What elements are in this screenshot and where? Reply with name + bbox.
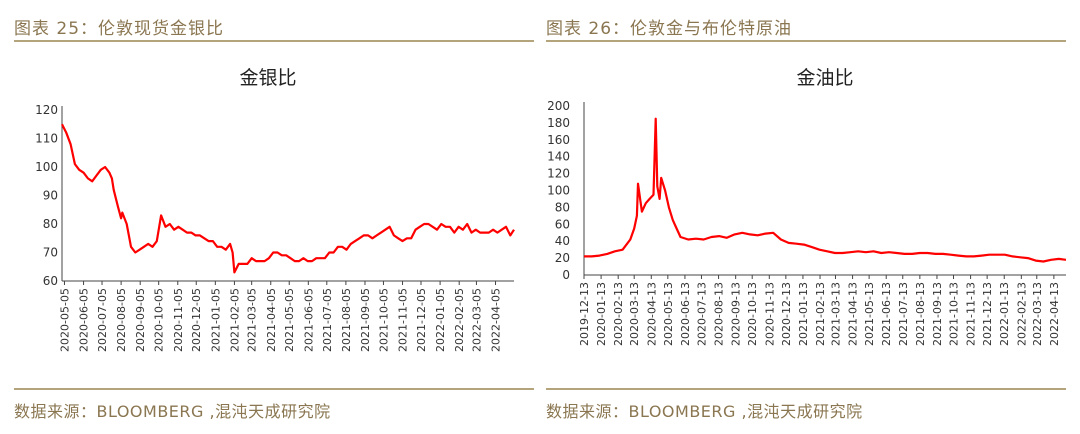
x-tick-label: 2021-09-13 — [931, 282, 944, 346]
x-tick-label: 2020-02-13 — [612, 282, 625, 346]
chart-canvas: 金油比 0 20 40 60 80 100 120 140 160 180 200 2019-12-13… — [547, 67, 1066, 346]
y-tick-label: 120 — [547, 167, 570, 181]
chart-title: 金银比 — [239, 67, 296, 89]
x-tick-label: 2020-08-05 — [115, 288, 128, 352]
figure-title: 图表 25：伦敦现货金银比 — [14, 19, 225, 39]
x-tick-label: 2022-04-13 — [1048, 282, 1061, 346]
y-tick-label: 70 — [43, 246, 58, 260]
x-tick-label: 2020-07-05 — [96, 288, 109, 352]
x-tick-label: 2021-02-13 — [814, 282, 827, 346]
source-note: 数据来源：BLOOMBERG ,混沌天成研究院 — [546, 402, 863, 421]
y-tick-label: 160 — [547, 133, 570, 147]
x-tick-label: 2021-10-13 — [947, 282, 960, 346]
x-tick-label: 2021-03-13 — [829, 282, 842, 346]
x-tick-label: 2022-04-05 — [490, 288, 503, 352]
footer-rule — [14, 388, 534, 390]
x-tick-label: 2021-04-13 — [847, 282, 860, 346]
x-tick-label: 2019-12-13 — [578, 282, 591, 346]
x-tick-label: 2021-05-05 — [283, 288, 296, 352]
chart-title: 金油比 — [796, 67, 853, 89]
x-tick-label: 2021-06-13 — [880, 282, 893, 346]
header-rule — [546, 40, 1066, 42]
y-tick-label: 100 — [35, 160, 58, 174]
x-tick-label: 2020-04-13 — [645, 282, 658, 346]
x-tick-label: 2021-11-13 — [965, 282, 978, 346]
y-tick-label: 100 — [547, 184, 570, 198]
x-tick-label: 2020-09-05 — [134, 288, 147, 352]
x-tick-label: 2021-10-05 — [377, 288, 390, 352]
x-tick-label: 2021-08-05 — [340, 288, 353, 352]
x-tick-label: 2021-09-05 — [359, 288, 372, 352]
gold-oil-ratio-panel: 图表 26：伦敦金与布伦特原油 金油比 0 20 40 60 80 100 120 140 160… — [546, 0, 1076, 434]
series-line — [584, 117, 1066, 263]
y-tick-label: 90 — [43, 189, 58, 203]
x-tick-label: 2022-03-05 — [470, 288, 483, 352]
y-tick-label: 180 — [547, 116, 570, 130]
x-tick-label: 2021-01-05 — [209, 288, 222, 352]
x-tick-label: 2020-06-05 — [78, 288, 91, 352]
y-tick-label: 60 — [555, 217, 570, 231]
y-tick-label: 40 — [555, 234, 570, 248]
x-tick-label: 2020-12-05 — [190, 288, 203, 352]
x-tick-label: 2021-02-05 — [228, 288, 241, 352]
x-tick-label: 2021-07-05 — [321, 288, 334, 352]
x-tick-label: 2021-12-05 — [415, 288, 428, 352]
x-tick-label: 2021-05-13 — [863, 282, 876, 346]
footer-rule — [546, 388, 1066, 390]
y-tick-label: 200 — [547, 99, 570, 113]
x-tick-label: 2021-03-05 — [246, 288, 259, 352]
x-tick-label: 2020-06-13 — [679, 282, 692, 346]
x-tick-label: 2021-07-13 — [897, 282, 910, 346]
x-tick-label: 2020-05-05 — [58, 288, 71, 352]
x-tick-label: 2022-02-05 — [453, 288, 466, 352]
y-tick-label: 60 — [43, 274, 58, 288]
gold-silver-ratio-panel: 图表 25：伦敦现货金银比 金银比 60 70 80 90 100 110 120 2020-0… — [14, 0, 544, 434]
x-tick-label: 2020-08-13 — [713, 282, 726, 346]
x-tick-label: 2020-05-13 — [662, 282, 675, 346]
x-tick-label: 2022-02-13 — [1015, 282, 1028, 346]
y-tick-label: 20 — [555, 251, 570, 265]
chart-canvas: 金银比 60 70 80 90 100 110 120 2020-05-05 2020-06-05… — [35, 67, 515, 352]
figure-title: 图表 26：伦敦金与布伦特原油 — [546, 19, 793, 39]
source-note: 数据来源：BLOOMBERG ,混沌天成研究院 — [14, 402, 331, 421]
x-tick-label: 2022-01-05 — [434, 288, 447, 352]
x-tick-label: 2020-11-13 — [763, 282, 776, 346]
x-tick-label: 2020-10-05 — [153, 288, 166, 352]
x-tick-label: 2022-01-13 — [998, 282, 1011, 346]
x-tick-label: 2020-11-05 — [172, 288, 185, 352]
x-tick-label: 2020-12-13 — [780, 282, 793, 346]
series-line — [61, 123, 515, 274]
x-tick-label: 2021-12-13 — [981, 282, 994, 346]
x-tick-label: 2020-07-13 — [695, 282, 708, 346]
x-tick-label: 2022-03-13 — [1031, 282, 1044, 346]
x-tick-label: 2021-11-05 — [397, 288, 410, 352]
x-tick-label: 2020-09-13 — [730, 282, 743, 346]
x-tick-label: 2020-10-13 — [746, 282, 759, 346]
x-tick-label: 2021-08-13 — [914, 282, 927, 346]
y-tick-label: 110 — [35, 132, 58, 146]
x-tick-label: 2020-03-13 — [628, 282, 641, 346]
y-tick-label: 80 — [555, 200, 570, 214]
y-tick-label: 80 — [43, 217, 58, 231]
x-tick-label: 2020-01-13 — [595, 282, 608, 346]
x-tick-label: 2021-04-05 — [265, 288, 278, 352]
gold-oil-ratio-chart: 金油比 0 20 40 60 80 100 120 140 160 180 200 2019-12-13… — [546, 48, 1066, 386]
header-rule — [14, 40, 534, 42]
y-tick-label: 120 — [35, 103, 58, 117]
x-tick-label: 2021-01-13 — [797, 282, 810, 346]
y-tick-label: 0 — [562, 268, 570, 282]
y-tick-label: 140 — [547, 150, 570, 164]
gold-silver-ratio-chart: 金银比 60 70 80 90 100 110 120 2020-05-05 2020-06-05… — [14, 48, 534, 386]
x-tick-label: 2021-06-05 — [302, 288, 315, 352]
